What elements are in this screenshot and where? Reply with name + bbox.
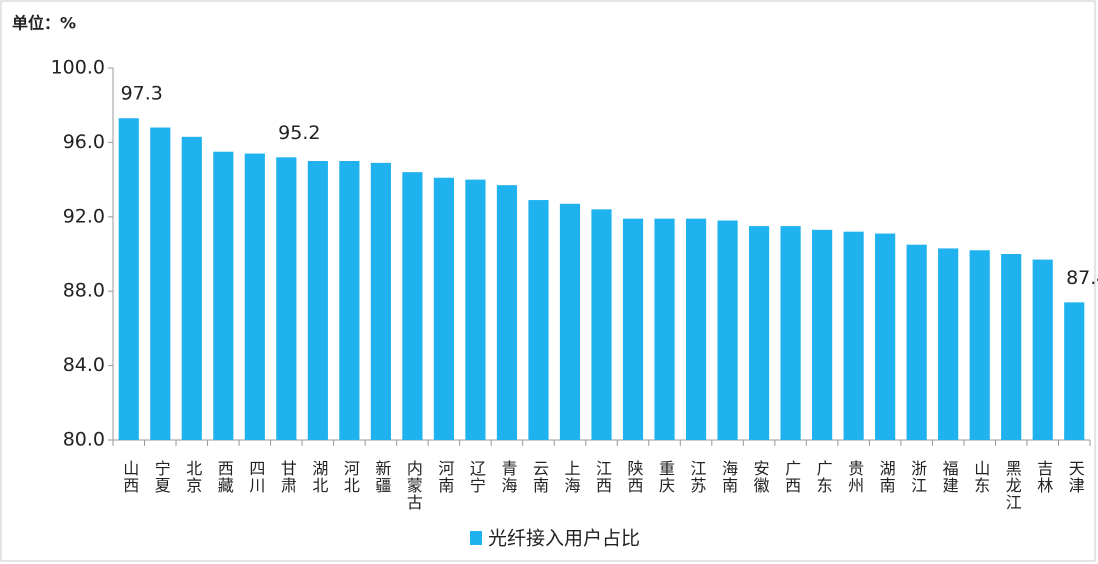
bar	[843, 231, 864, 440]
x-tick-label: 河北	[341, 460, 360, 494]
x-tick-label: 吉林	[1034, 460, 1053, 494]
bar	[150, 127, 171, 441]
x-tick-label: 福建	[940, 460, 959, 494]
x-tick-label: 北京	[183, 460, 202, 494]
x-tick-label: 陕西	[625, 460, 644, 494]
x-tick-label: 江苏	[688, 460, 707, 494]
x-tick-label: 新疆	[372, 460, 391, 494]
x-tick-label: 湖北	[309, 460, 328, 494]
x-tick-label: 西藏	[215, 460, 234, 494]
x-tick-label: 黑龙江	[1003, 460, 1022, 511]
bar	[496, 185, 518, 440]
bar	[591, 209, 612, 440]
bar	[244, 153, 265, 440]
x-tick-label: 四川	[246, 460, 265, 494]
legend-swatch	[470, 531, 482, 545]
x-tick-label: 甘肃	[278, 460, 297, 494]
x-tick-label: 辽宁	[467, 460, 486, 494]
x-tick-label: 河南	[435, 460, 454, 494]
bar	[276, 157, 297, 440]
x-tick-label: 浙江	[908, 460, 927, 494]
x-tick-label: 广西	[782, 460, 801, 494]
x-tick-label: 贵州	[845, 460, 864, 494]
bar	[528, 200, 549, 440]
bar	[339, 161, 360, 440]
x-tick-label: 重庆	[656, 460, 675, 494]
bar	[559, 203, 581, 440]
bar	[654, 218, 675, 440]
bar	[181, 136, 202, 440]
x-tick-label: 山东	[971, 460, 990, 494]
x-tick-label: 宁夏	[152, 460, 171, 494]
x-tick-label: 山西	[120, 460, 139, 494]
bar	[465, 179, 486, 440]
legend-label: 光纤接入用户占比	[488, 528, 640, 550]
x-tick-label: 天津	[1066, 460, 1085, 494]
data-label: 87.4	[1066, 267, 1098, 289]
bar	[370, 162, 391, 441]
unit-label: 单位：%	[12, 14, 76, 33]
bar	[433, 177, 455, 441]
bar	[906, 244, 927, 440]
bar	[1064, 302, 1085, 440]
bar	[402, 172, 423, 440]
x-tick-label: 云南	[530, 460, 549, 494]
y-tick-label: 92.0	[63, 205, 105, 227]
data-label: 97.3	[121, 83, 163, 105]
y-tick-label: 84.0	[63, 354, 105, 376]
bar	[622, 218, 644, 440]
bar	[213, 151, 234, 440]
x-tick-label: 安徽	[751, 460, 770, 494]
data-label: 95.2	[278, 122, 320, 144]
x-tick-label: 上海	[561, 460, 580, 494]
bar	[875, 233, 896, 440]
bar	[1001, 254, 1022, 440]
y-tick-label: 80.0	[63, 429, 105, 451]
x-tick-label: 湖南	[877, 460, 896, 494]
x-tick-label: 江西	[593, 460, 612, 494]
bar	[748, 226, 770, 440]
y-tick-label: 100.0	[51, 57, 105, 79]
bar	[938, 248, 959, 440]
x-tick-label: 内蒙古	[404, 460, 423, 511]
bar	[307, 161, 328, 440]
bar	[685, 218, 707, 440]
y-tick-label: 96.0	[63, 131, 105, 153]
y-tick-label: 88.0	[63, 280, 105, 302]
x-tick-label: 海南	[719, 460, 738, 494]
x-tick-label: 青海	[498, 460, 517, 494]
bar	[780, 226, 801, 440]
bar	[812, 229, 833, 440]
bar	[969, 250, 990, 440]
bar	[118, 118, 139, 440]
bar	[1032, 259, 1053, 440]
x-tick-label: 广东	[814, 460, 833, 494]
bar	[717, 220, 738, 440]
